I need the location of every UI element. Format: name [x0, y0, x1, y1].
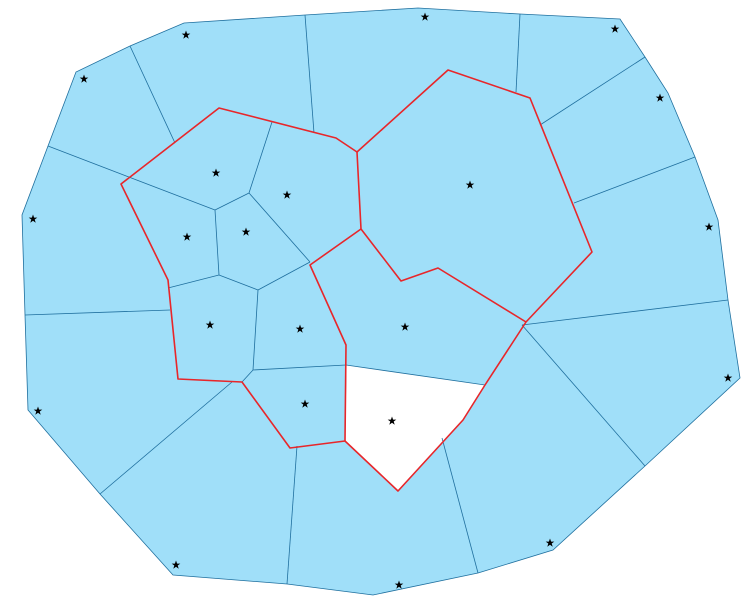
- region-hull: [21, 7, 741, 596]
- edge: [573, 156, 696, 204]
- inner-red-boundary: [356, 151, 527, 323]
- edge: [521, 324, 646, 467]
- edge: [99, 381, 233, 495]
- cell-edges: [24, 13, 729, 585]
- outer-red-boundary: [120, 69, 593, 492]
- red-boundaries: [120, 69, 593, 492]
- edge: [24, 309, 171, 316]
- edge: [248, 192, 311, 263]
- edge: [252, 364, 347, 371]
- edge: [257, 261, 311, 291]
- edge: [241, 369, 254, 383]
- inner-red-boundary: [309, 228, 362, 442]
- edge: [304, 14, 315, 134]
- edge: [252, 289, 259, 371]
- edge: [218, 274, 259, 291]
- edge: [47, 145, 216, 211]
- edge: [441, 437, 479, 574]
- edge: [129, 45, 176, 144]
- edge: [214, 209, 220, 276]
- edge: [248, 121, 273, 194]
- edge: [521, 299, 729, 326]
- edge: [214, 192, 250, 211]
- edge: [515, 13, 521, 93]
- edge: [286, 445, 298, 585]
- edge: [539, 56, 646, 126]
- edge: [167, 274, 220, 289]
